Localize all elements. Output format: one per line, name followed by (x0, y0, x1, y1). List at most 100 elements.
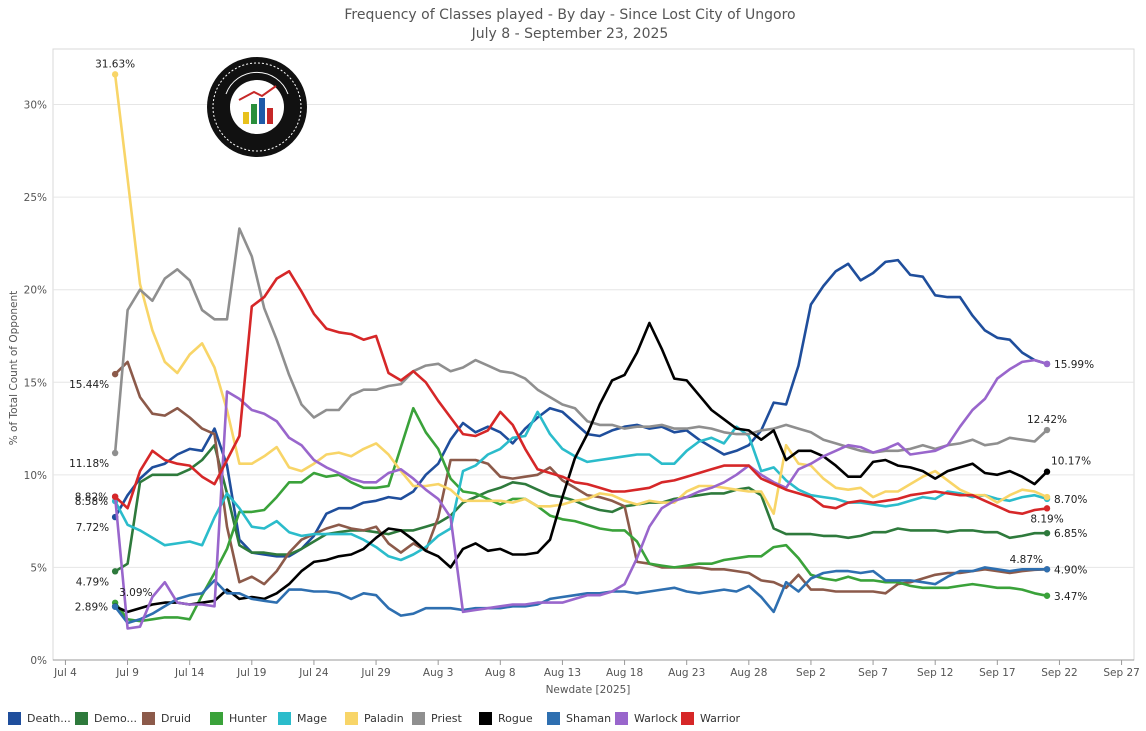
series-line-druid (113, 360, 1049, 595)
data-label: 3.09% (119, 587, 152, 599)
legend-label: Demo... (94, 711, 137, 725)
x-tick-label: Aug 28 (730, 667, 767, 679)
x-tick-label: Aug 13 (544, 667, 581, 679)
start-point-shaman (111, 603, 119, 610)
legend-item-rogue[interactable]: Rogue (479, 711, 547, 725)
data-label: 8.58% (75, 496, 108, 508)
data-label: 15.44% (69, 379, 109, 391)
data-label: 4.87% (1010, 554, 1043, 566)
data-label: 8.70% (1054, 494, 1087, 506)
x-axis-title: Newdate [2025] (546, 684, 631, 696)
end-point-warlock (1043, 360, 1051, 368)
legend-item-druid[interactable]: Druid (142, 711, 210, 725)
legend-label: Hunter (229, 711, 267, 725)
series-line-warlock (113, 358, 1049, 630)
data-label: 8.19% (1030, 513, 1063, 525)
x-tick-label: Jul 4 (53, 667, 77, 679)
legend-item-shaman[interactable]: Shaman (547, 711, 615, 725)
series-line-rogue (113, 321, 1049, 614)
start-point-demo (111, 568, 119, 575)
y-axis-title: % of Total Count of Opponent (8, 291, 20, 446)
legend-item-hunter[interactable]: Hunter (210, 711, 278, 725)
data-label: 8.82% (75, 492, 108, 504)
data-label: 31.63% (95, 58, 135, 70)
series-line-death (113, 258, 1049, 558)
x-tick-label: Jul 19 (236, 667, 266, 679)
legend-item-warlock[interactable]: Warlock (615, 711, 681, 725)
legend-item-mage[interactable]: Mage (278, 711, 345, 725)
x-tick-label: Aug 3 (423, 667, 454, 679)
chart-title: Frequency of Classes played - By day - S… (344, 7, 795, 23)
legend-label: Druid (161, 711, 192, 725)
legend-label: Priest (431, 711, 462, 725)
data-label: 2.89% (75, 601, 108, 613)
series-layer (111, 71, 1051, 630)
series-line-priest (113, 227, 1049, 455)
end-point-paladin (1043, 493, 1051, 501)
data-label: 10.17% (1051, 456, 1091, 468)
legend-item-demo[interactable]: Demo... (75, 711, 142, 725)
x-tick-label: Sep 12 (917, 667, 954, 679)
data-label: 12.42% (1027, 414, 1067, 426)
legend-swatch (210, 711, 223, 725)
x-tick-label: Aug 8 (485, 667, 516, 679)
legend-label: Shaman (566, 711, 612, 725)
start-point-paladin (111, 71, 119, 78)
data-label: 3.47% (1054, 591, 1087, 603)
legend-label: Rogue (498, 711, 533, 725)
legend-swatch (479, 711, 492, 725)
end-point-warrior (1043, 505, 1051, 512)
x-tick-label: Jul 14 (174, 667, 205, 679)
legend-label: Paladin (364, 711, 404, 725)
data-label: 11.18% (69, 458, 109, 470)
axes: 0% 5% 10% 15% 20% 25% 30% Jul 4 Jul 9 Jul 14 Jul 1… (24, 100, 1140, 679)
y-tick-label: 25% (24, 192, 47, 204)
legend-swatch (142, 711, 155, 725)
legend-item-warrior[interactable]: Warrior (681, 711, 747, 725)
legend-swatch (278, 711, 291, 725)
y-tick-label: 10% (24, 470, 47, 482)
legend-label: Warlock (634, 711, 678, 725)
data-label: 15.99% (1054, 359, 1094, 371)
data-label: 6.85% (1054, 528, 1087, 540)
legend-swatch (615, 711, 628, 725)
x-tick-label: Aug 18 (606, 667, 643, 679)
series-line-hunter (113, 406, 1049, 623)
end-point-hunter (1043, 592, 1051, 599)
legend-label: Death... (27, 711, 71, 725)
y-tick-label: 15% (24, 377, 47, 389)
legend-item-paladin[interactable]: Paladin (345, 711, 412, 725)
x-tick-label: Jul 24 (298, 667, 329, 679)
end-point-priest (1043, 426, 1051, 434)
y-tick-label: 20% (24, 285, 47, 297)
end-point-shaman (1043, 566, 1051, 573)
start-point-priest (111, 449, 119, 457)
data-reaper-report-logo (206, 56, 308, 158)
legend-label: Warrior (700, 711, 741, 725)
series-line-mage (113, 410, 1049, 562)
legend-swatch (412, 711, 425, 725)
x-tick-label: Sep 27 (1103, 667, 1140, 679)
series-line-warrior (113, 269, 1049, 515)
end-point-demo (1043, 529, 1051, 537)
legend: Death... Demo... Druid Hunter Mage Paladin Pri… (8, 708, 747, 728)
x-tick-label: Jul 9 (115, 667, 139, 679)
x-tick-label: Sep 17 (979, 667, 1016, 679)
legend-item-priest[interactable]: Priest (412, 711, 479, 725)
legend-label: Mage (297, 711, 327, 725)
series-line-demo (113, 443, 1049, 573)
legend-swatch (75, 711, 88, 725)
y-tick-label: 30% (24, 100, 47, 112)
x-tick-label: Sep 22 (1041, 667, 1078, 679)
x-tick-label: Sep 2 (796, 667, 826, 679)
y-tick-label: 5% (30, 562, 47, 574)
series-line-shaman (113, 566, 1049, 625)
chart-subtitle: July 8 - September 23, 2025 (471, 26, 669, 42)
legend-item-death[interactable]: Death... (8, 711, 75, 725)
legend-swatch (345, 711, 358, 725)
end-point-rogue (1043, 468, 1051, 475)
legend-swatch (8, 711, 21, 725)
start-point-warrior (111, 493, 119, 500)
data-label: 4.79% (76, 576, 109, 588)
